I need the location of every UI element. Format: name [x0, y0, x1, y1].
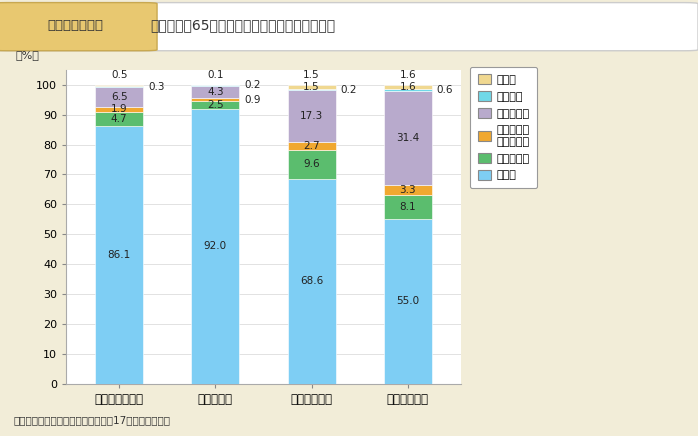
Text: 92.0: 92.0 — [204, 241, 227, 251]
Bar — [95, 112, 143, 126]
Text: 0.6: 0.6 — [437, 85, 453, 95]
Text: 2.5: 2.5 — [207, 100, 224, 110]
Bar — [384, 219, 432, 384]
Bar — [191, 109, 239, 384]
Bar — [95, 106, 143, 112]
Text: （%）: （%） — [15, 50, 39, 60]
Bar — [191, 85, 239, 99]
Bar — [288, 89, 336, 90]
Bar — [288, 85, 336, 89]
Bar — [191, 101, 239, 109]
Text: 1.9: 1.9 — [111, 104, 128, 114]
Bar — [384, 195, 432, 219]
Text: 0.2: 0.2 — [244, 80, 261, 90]
Bar — [288, 90, 336, 142]
Text: 86.1: 86.1 — [107, 250, 131, 260]
Text: 3.3: 3.3 — [399, 185, 416, 195]
Bar — [384, 91, 432, 185]
Text: 68.6: 68.6 — [300, 276, 323, 286]
Bar — [95, 85, 143, 86]
Bar — [288, 179, 336, 384]
Text: 1.6: 1.6 — [399, 70, 416, 80]
Text: （備考）総務省「国勢調査」（平成17年）より作成。: （備考）総務省「国勢調査」（平成17年）より作成。 — [14, 415, 171, 425]
Text: 8.1: 8.1 — [399, 202, 416, 212]
Text: 55.0: 55.0 — [396, 296, 419, 307]
Text: 高齢者（65歳以上）の世帯類型別住居の状況: 高齢者（65歳以上）の世帯類型別住居の状況 — [150, 18, 335, 32]
Text: 2.7: 2.7 — [303, 141, 320, 151]
Text: 0.3: 0.3 — [148, 82, 165, 92]
Text: 0.5: 0.5 — [111, 70, 128, 80]
Text: 9.6: 9.6 — [303, 159, 320, 169]
Bar — [95, 126, 143, 384]
Text: 1.6: 1.6 — [399, 82, 416, 92]
Text: 31.4: 31.4 — [396, 133, 419, 143]
Text: 0.9: 0.9 — [244, 95, 261, 105]
Text: 4.7: 4.7 — [111, 114, 128, 124]
Bar — [95, 86, 143, 87]
Bar — [288, 150, 336, 179]
FancyBboxPatch shape — [0, 3, 157, 51]
Bar — [191, 99, 239, 101]
Legend: 間借り, 給与住宅, 民営の借家, 都市機構・
公社の借家, 公営の借家, 持ち家: 間借り, 給与住宅, 民営の借家, 都市機構・ 公社の借家, 公営の借家, 持ち… — [470, 67, 537, 188]
Bar — [384, 85, 432, 89]
Text: 17.3: 17.3 — [300, 111, 323, 121]
FancyBboxPatch shape — [0, 3, 698, 51]
Text: 4.3: 4.3 — [207, 87, 224, 97]
Bar — [288, 142, 336, 150]
Text: 第１－４－８図: 第１－４－８図 — [47, 19, 103, 32]
Text: 6.5: 6.5 — [111, 92, 128, 102]
Text: 0.1: 0.1 — [207, 70, 223, 80]
Text: 0.2: 0.2 — [341, 85, 357, 95]
Bar — [95, 87, 143, 106]
Bar — [384, 185, 432, 195]
Text: 1.5: 1.5 — [303, 70, 320, 80]
Bar — [384, 89, 432, 91]
Text: 1.5: 1.5 — [303, 82, 320, 92]
